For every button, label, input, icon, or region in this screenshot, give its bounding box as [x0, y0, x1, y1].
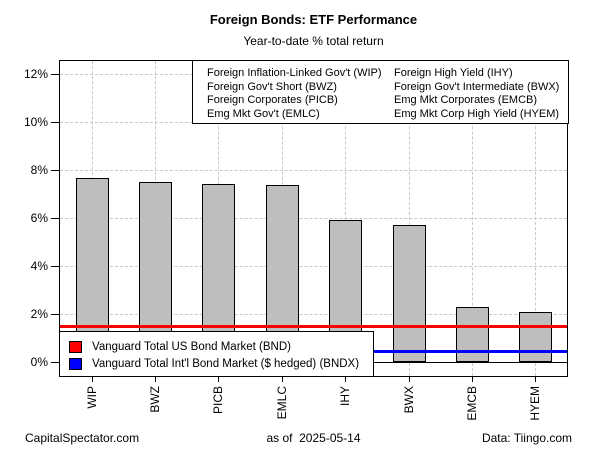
x-tick-mark-EMLC [282, 377, 283, 382]
gridline-v-IHY [345, 61, 346, 376]
y-tick-mark-4% [51, 266, 59, 267]
etf-legend-item-right-2: Emg Mkt Corporates (EMCB) [394, 94, 538, 106]
x-axis-label-WIP: WIP [85, 386, 99, 409]
etf-legend-item-left-2: Foreign Corporates (PICB) [207, 94, 338, 106]
as-of-date-label: as of 2025-05-14 [266, 431, 361, 445]
x-axis-label-EMCB: EMCB [465, 386, 479, 421]
chart-title: Foreign Bonds: ETF Performance [209, 12, 418, 27]
x-tick-mark-EMCB [472, 377, 473, 382]
etf-legend-column-left: Foreign Inflation-Linked Gov't (WIP) Fore… [207, 67, 394, 123]
data-provider-label: Data: Tiingo.com [481, 431, 572, 445]
bar-EMCB [456, 307, 489, 362]
y-tick-label-12%: 12% [23, 67, 48, 81]
x-tick-mark-IHY [345, 377, 346, 382]
chart-subtitle: Year-to-date % total return [243, 34, 384, 48]
etf-legend-box: Foreign Inflation-Linked Gov't (WIP) Fore… [192, 60, 569, 124]
y-tick-label-8%: 8% [30, 163, 48, 177]
gridline-v-HYEM [535, 61, 536, 376]
benchmark-label-0: Vanguard Total US Bond Market (BND) [92, 340, 291, 353]
y-tick-label-2%: 2% [30, 307, 48, 321]
y-tick-mark-2% [51, 314, 59, 315]
bar-BWX [393, 225, 426, 362]
gridline-v-BWX [409, 61, 410, 376]
bar-HYEM [519, 312, 552, 362]
source-site-label: CapitalSpectator.com [25, 431, 140, 445]
y-tick-mark-8% [51, 170, 59, 171]
reference-line-bnd [60, 325, 567, 328]
gridline-h-8% [60, 170, 567, 171]
x-tick-mark-BWZ [155, 377, 156, 382]
etf-legend-column-right: Foreign High Yield (IHY) Foreign Gov't In… [394, 67, 568, 123]
x-axis-label-PICB: PICB [211, 386, 225, 415]
y-tick-label-0%: 0% [30, 355, 48, 369]
benchmark-legend-row-1: Vanguard Total Int'l Bond Market ($ hedg… [69, 355, 373, 372]
etf-legend-item-left-0: Foreign Inflation-Linked Gov't (WIP) [207, 67, 382, 79]
y-tick-label-10%: 10% [23, 115, 48, 129]
y-tick-label-4%: 4% [30, 259, 48, 273]
x-axis-label-BWX: BWX [402, 386, 416, 414]
benchmark-label-1: Vanguard Total Int'l Bond Market ($ hedg… [92, 357, 360, 370]
etf-legend-item-left-1: Foreign Gov't Short (BWZ) [207, 80, 337, 93]
x-tick-mark-HYEM [535, 377, 536, 382]
x-tick-mark-WIP [92, 377, 93, 382]
x-axis-label-IHY: IHY [338, 386, 352, 407]
etf-legend-item-left-3: Emg Mkt Gov't (EMLC) [207, 107, 320, 120]
y-tick-mark-0% [51, 362, 59, 363]
etf-legend-item-right-1: Foreign Gov't Intermediate (BWX) [394, 80, 560, 93]
gridline-h-4% [60, 266, 567, 267]
benchmark-legend-box: Vanguard Total US Bond Market (BND) Vangu… [59, 331, 374, 377]
benchmark-swatch-0 [69, 340, 82, 353]
plot-area: Foreign Inflation-Linked Gov't (WIP) Fore… [59, 60, 569, 377]
benchmark-swatch-1 [69, 357, 82, 370]
etf-legend-item-right-0: Foreign High Yield (IHY) [394, 67, 513, 79]
y-tick-mark-6% [51, 218, 59, 219]
x-tick-mark-BWX [409, 377, 410, 382]
gridline-h-2% [60, 314, 567, 315]
etf-legend-item-right-3: Emg Mkt Corp High Yield (HYEM) [394, 107, 560, 120]
y-tick-mark-10% [51, 122, 59, 123]
x-axis-label-EMLC: EMLC [275, 386, 289, 420]
y-tick-mark-12% [51, 74, 59, 75]
x-tick-mark-PICB [218, 377, 219, 382]
gridline-v-EMCB [472, 61, 473, 376]
y-tick-label-6%: 6% [30, 211, 48, 225]
gridline-h-6% [60, 218, 567, 219]
x-axis-label-BWZ: BWZ [148, 386, 162, 413]
x-axis-label-HYEM: HYEM [528, 386, 542, 421]
benchmark-legend-row-0: Vanguard Total US Bond Market (BND) [69, 338, 373, 355]
